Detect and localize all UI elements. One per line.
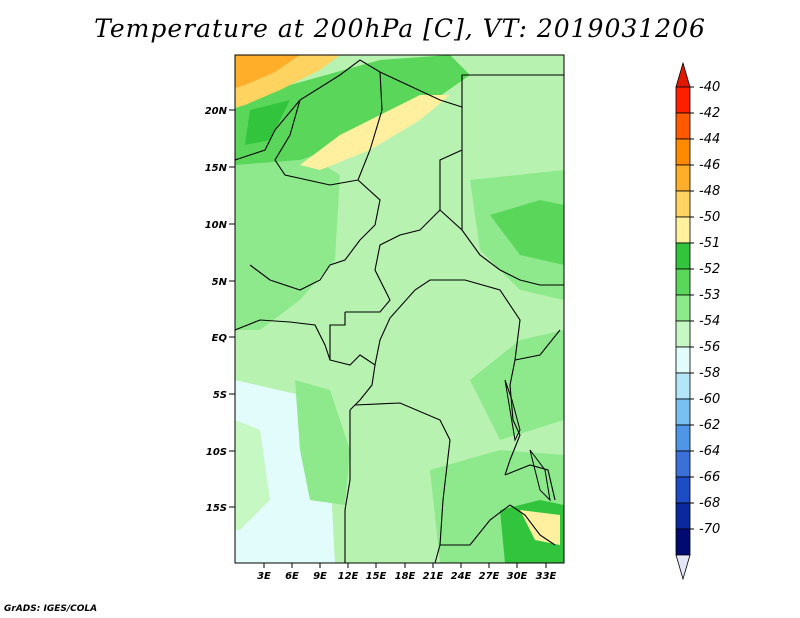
lon-tick-label: 9E: [313, 571, 327, 582]
lat-tick-label: 5S: [213, 390, 227, 401]
colorbar-label: -44: [699, 132, 720, 147]
colorbar-swatch: [675, 398, 691, 426]
lon-tick-label: 30E: [507, 571, 528, 582]
country-borders: [234, 59, 564, 564]
colorbar-swatch: [675, 138, 691, 166]
colorbar-bottom-arrow: [675, 554, 691, 581]
colorbar-label: -40: [699, 80, 720, 95]
colorbar-swatch: [675, 476, 691, 504]
colorbar-label: -64: [699, 444, 720, 459]
colorbar-swatch: [675, 450, 691, 478]
colorbar-swatch: [675, 190, 691, 218]
colorbar-swatch: [675, 346, 691, 374]
colorbar-top-arrow: [675, 61, 691, 88]
colorbar-label: -58: [699, 366, 720, 381]
lon-tick-label: 21E: [423, 571, 444, 582]
colorbar-label: -53: [699, 288, 720, 303]
colorbar-swatch: [675, 502, 691, 530]
colorbar-label: -54: [699, 314, 720, 329]
colorbar-label: -56: [699, 340, 720, 355]
colorbar-swatch: [675, 242, 691, 270]
colorbar-label: -68: [699, 496, 720, 511]
colorbar-swatch: [675, 216, 691, 244]
lat-tick-label: 15S: [206, 503, 227, 514]
map-area: [234, 54, 565, 564]
shading-dark-green-north: [235, 55, 470, 165]
lon-tick-label: 15E: [366, 571, 387, 582]
colorbar-label: -48: [699, 184, 720, 199]
colorbar-swatch: [675, 372, 691, 400]
lon-tick-label: 6E: [285, 571, 299, 582]
colorbar-swatch: [675, 164, 691, 192]
colorbar-label: -66: [699, 470, 720, 485]
colorbar-label: -52: [699, 262, 720, 277]
lon-tick-label: 18E: [395, 571, 416, 582]
colorbar-label: -42: [699, 106, 720, 121]
lat-tick-label: EQ: [212, 333, 228, 344]
colorbar-swatch: [675, 86, 691, 114]
shading-green-west: [235, 150, 340, 330]
lon-tick-label: 12E: [338, 571, 359, 582]
colorbar-label: -62: [699, 418, 720, 433]
grads-credit: GrADS: IGES/COLA: [4, 604, 98, 614]
lon-axis: [263, 563, 547, 568]
colorbar-swatch: [675, 112, 691, 140]
lon-tick-label: 24E: [451, 571, 472, 582]
colorbar-label: -60: [699, 392, 720, 407]
colorbar-swatch: [675, 268, 691, 296]
colorbar-label: -50: [699, 210, 720, 225]
lat-tick-label: 10N: [205, 220, 228, 231]
chart-title: Temperature at 200hPa [C], VT: 201903120…: [94, 14, 706, 43]
lon-tick-label: 27E: [479, 571, 500, 582]
lat-tick-label: 15N: [205, 163, 228, 174]
colorbar-swatch: [675, 528, 691, 556]
lat-tick-label: 5N: [212, 277, 228, 288]
lat-tick-label: 10S: [206, 447, 227, 458]
lat-axis: [229, 109, 235, 508]
lon-tick-label: 3E: [257, 571, 271, 582]
colorbar: -40 -42 -44 -46 -48 -50 -51 -52 -53 -54 -56 -58 -60 -…: [675, 61, 720, 581]
colorbar-label: -46: [699, 158, 720, 173]
lon-tick-label: 33E: [536, 571, 557, 582]
lat-tick-label: 20N: [205, 106, 228, 117]
colorbar-swatch: [675, 424, 691, 452]
colorbar-label: -70: [699, 522, 720, 537]
colorbar-swatch: [675, 294, 691, 322]
colorbar-swatch: [675, 320, 691, 348]
colorbar-label: -51: [699, 236, 720, 251]
